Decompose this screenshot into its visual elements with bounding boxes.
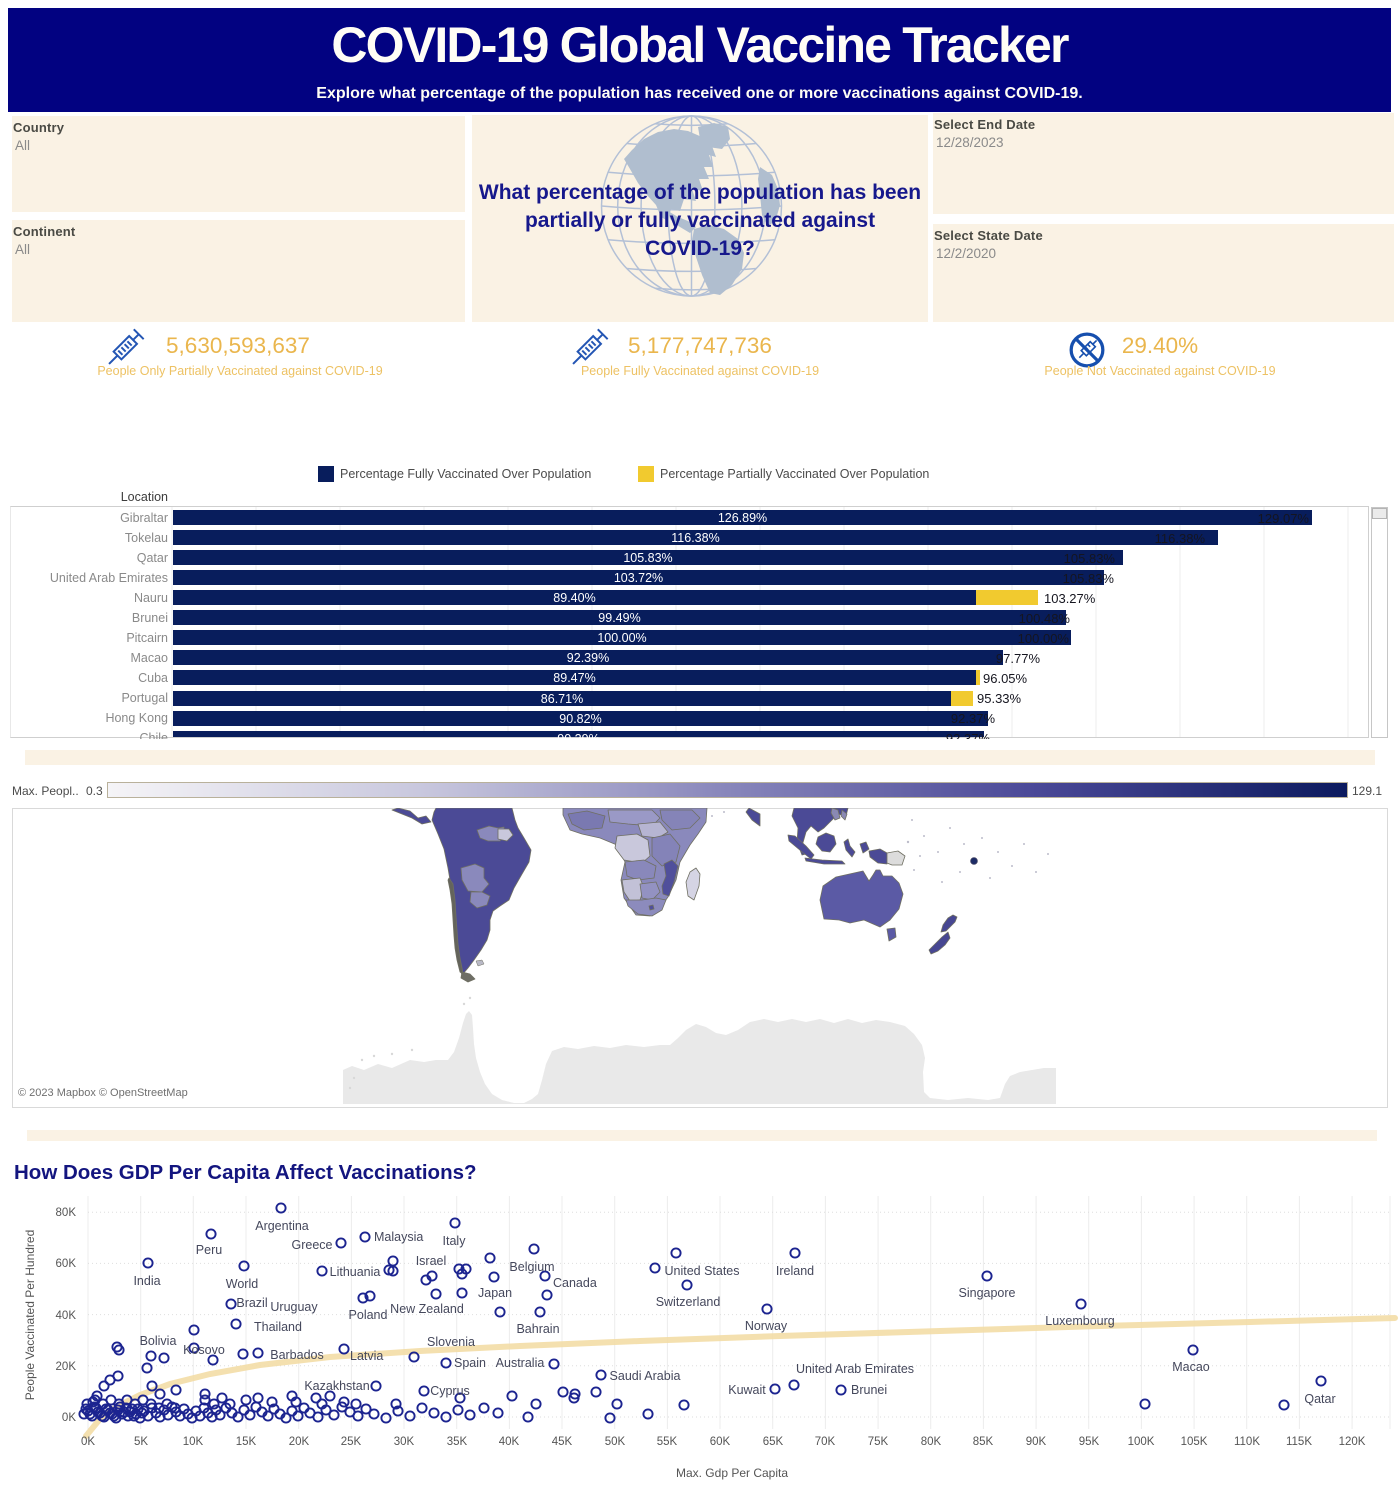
- svg-text:55K: 55K: [657, 1436, 678, 1448]
- svg-text:Ireland: Ireland: [776, 1264, 814, 1278]
- svg-text:People Vaccinated Per Hundred: People Vaccinated Per Hundred: [23, 1230, 37, 1401]
- svg-text:35K: 35K: [447, 1436, 468, 1448]
- svg-text:20K: 20K: [289, 1436, 310, 1448]
- svg-text:Kazakhstan: Kazakhstan: [304, 1379, 369, 1393]
- svg-text:15K: 15K: [236, 1436, 257, 1448]
- svg-text:United States: United States: [664, 1264, 739, 1278]
- svg-text:120K: 120K: [1339, 1436, 1366, 1448]
- svg-text:Italy: Italy: [443, 1234, 467, 1248]
- svg-text:115K: 115K: [1286, 1436, 1312, 1448]
- svg-text:40K: 40K: [499, 1436, 520, 1448]
- svg-text:Kuwait: Kuwait: [728, 1383, 766, 1397]
- svg-text:Latvia: Latvia: [350, 1349, 383, 1363]
- svg-text:© 2023 Mapbox © OpenStreetMap: © 2023 Mapbox © OpenStreetMap: [18, 1087, 188, 1099]
- svg-text:Qatar: Qatar: [1304, 1392, 1335, 1406]
- svg-text:Japan: Japan: [478, 1286, 512, 1300]
- svg-text:Barbados: Barbados: [270, 1348, 324, 1362]
- svg-text:Canada: Canada: [553, 1276, 597, 1290]
- svg-text:Switzerland: Switzerland: [656, 1295, 721, 1309]
- svg-text:Max. Gdp Per Capita: Max. Gdp Per Capita: [676, 1466, 788, 1480]
- svg-text:Kosovo: Kosovo: [183, 1343, 225, 1357]
- svg-text:60K: 60K: [710, 1436, 731, 1448]
- svg-text:Thailand: Thailand: [254, 1320, 302, 1334]
- svg-text:30K: 30K: [394, 1436, 415, 1448]
- svg-text:Uruguay: Uruguay: [270, 1300, 318, 1314]
- svg-text:20K: 20K: [56, 1361, 77, 1373]
- svg-text:Bolivia: Bolivia: [140, 1334, 177, 1348]
- svg-text:Slovenia: Slovenia: [427, 1335, 475, 1349]
- svg-text:World: World: [226, 1277, 258, 1291]
- svg-text:Australia: Australia: [496, 1356, 545, 1370]
- svg-text:Saudi Arabia: Saudi Arabia: [610, 1369, 681, 1383]
- svg-text:80K: 80K: [921, 1436, 942, 1448]
- svg-text:Belgium: Belgium: [509, 1260, 554, 1274]
- svg-text:Luxembourg: Luxembourg: [1045, 1314, 1115, 1328]
- svg-text:Poland: Poland: [349, 1308, 388, 1322]
- svg-text:Brazil: Brazil: [236, 1296, 267, 1310]
- svg-text:110K: 110K: [1234, 1436, 1260, 1448]
- svg-text:Peru: Peru: [196, 1243, 222, 1257]
- svg-text:Norway: Norway: [745, 1319, 788, 1333]
- svg-text:5K: 5K: [134, 1436, 148, 1448]
- svg-text:Greece: Greece: [292, 1238, 333, 1252]
- svg-text:Lithuania: Lithuania: [330, 1265, 381, 1279]
- svg-text:Malaysia: Malaysia: [374, 1230, 423, 1244]
- svg-text:10K: 10K: [183, 1436, 204, 1448]
- svg-text:New Zealand: New Zealand: [390, 1302, 464, 1316]
- svg-text:45K: 45K: [552, 1436, 573, 1448]
- svg-text:50K: 50K: [605, 1436, 626, 1448]
- svg-text:India: India: [133, 1274, 160, 1288]
- svg-text:75K: 75K: [868, 1436, 889, 1448]
- svg-text:95K: 95K: [1079, 1436, 1100, 1448]
- svg-text:65K: 65K: [763, 1436, 784, 1448]
- svg-text:70K: 70K: [815, 1436, 836, 1448]
- svg-text:Bahrain: Bahrain: [516, 1322, 559, 1336]
- svg-text:90K: 90K: [1026, 1436, 1047, 1448]
- svg-text:Macao: Macao: [1172, 1360, 1210, 1374]
- svg-text:Argentina: Argentina: [255, 1219, 309, 1233]
- svg-text:United Arab Emirates: United Arab Emirates: [796, 1362, 914, 1376]
- svg-text:80K: 80K: [56, 1207, 77, 1219]
- svg-text:0K: 0K: [62, 1412, 76, 1424]
- svg-text:Brunei: Brunei: [851, 1383, 887, 1397]
- svg-text:105K: 105K: [1181, 1436, 1208, 1448]
- svg-text:Spain: Spain: [454, 1356, 486, 1370]
- svg-text:Singapore: Singapore: [959, 1286, 1016, 1300]
- svg-text:Israel: Israel: [416, 1254, 447, 1268]
- svg-text:40K: 40K: [56, 1310, 77, 1322]
- svg-text:85K: 85K: [973, 1436, 994, 1448]
- svg-text:0K: 0K: [81, 1436, 95, 1448]
- svg-text:Cyprus: Cyprus: [430, 1384, 470, 1398]
- svg-text:60K: 60K: [56, 1258, 77, 1270]
- svg-text:100K: 100K: [1128, 1436, 1155, 1448]
- svg-text:25K: 25K: [341, 1436, 362, 1448]
